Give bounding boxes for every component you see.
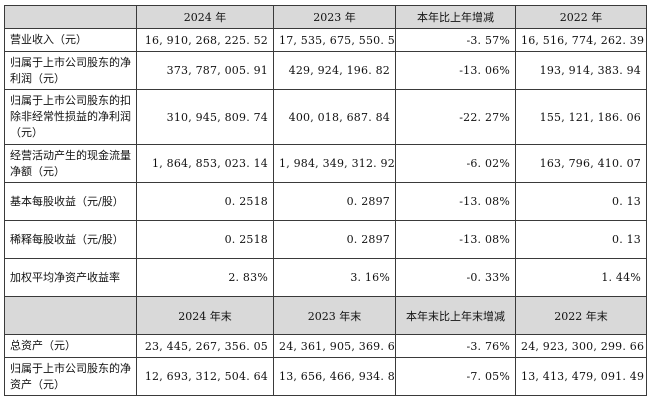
table-header-row: 2024 年末 2023 年末 本年末比上年末增减 2022 年末 [4, 296, 647, 335]
value-cell: 193, 914, 383. 94 [515, 51, 647, 90]
value-cell: 12, 693, 312, 504. 64 [136, 357, 274, 396]
header-cell-2023-end: 2023 年末 [273, 296, 396, 335]
header-cell-change-end: 本年末比上年末增减 [395, 296, 516, 335]
table-row: 归属于上市公司股东的净资产（元） 12, 693, 312, 504. 64 1… [4, 357, 647, 396]
value-cell: 17, 535, 675, 550. 51 [273, 28, 396, 52]
table-row: 归属于上市公司股东的净利润（元） 373, 787, 005. 91 429, … [4, 51, 647, 90]
value-cell: 163, 796, 410. 07 [515, 144, 647, 183]
change-cell: -6. 02% [395, 144, 516, 183]
header-cell-blank [4, 296, 137, 335]
row-label: 归属于上市公司股东的净资产（元） [4, 357, 137, 396]
header-cell-2024: 2024 年 [136, 5, 274, 29]
row-label: 基本每股收益（元/股） [4, 182, 137, 221]
value-cell: 310, 945, 809. 74 [136, 89, 274, 145]
row-label: 营业收入（元） [4, 28, 137, 52]
table-row: 经营活动产生的现金流量净额（元） 1, 864, 853, 023. 14 1,… [4, 144, 647, 183]
value-cell: 400, 018, 687. 84 [273, 89, 396, 145]
value-cell: 3. 16% [273, 258, 396, 297]
value-cell: 24, 361, 905, 369. 64 [273, 334, 396, 358]
financial-table-container: 2024 年 2023 年 本年比上年增减 2022 年 营业收入（元） 16,… [4, 5, 647, 396]
change-cell: -0. 33% [395, 258, 516, 297]
value-cell: 13, 413, 479, 091. 49 [515, 357, 647, 396]
row-label: 稀释每股收益（元/股） [4, 220, 137, 259]
table-row: 归属于上市公司股东的扣除非经常性损益的净利润（元） 310, 945, 809.… [4, 89, 647, 145]
change-cell: -3. 57% [395, 28, 516, 52]
header-cell-2022-end: 2022 年末 [515, 296, 647, 335]
header-cell-blank [4, 5, 137, 29]
row-label: 总资产（元） [4, 334, 137, 358]
row-label: 经营活动产生的现金流量净额（元） [4, 144, 137, 183]
value-cell: 0. 2518 [136, 220, 274, 259]
header-cell-2022: 2022 年 [515, 5, 647, 29]
financial-summary-table: 2024 年 2023 年 本年比上年增减 2022 年 营业收入（元） 16,… [4, 5, 647, 396]
table-row: 营业收入（元） 16, 910, 268, 225. 52 17, 535, 6… [4, 28, 647, 52]
value-cell: 1, 984, 349, 312. 92 [273, 144, 396, 183]
row-label: 归属于上市公司股东的净利润（元） [4, 51, 137, 90]
value-cell: 429, 924, 196. 82 [273, 51, 396, 90]
value-cell: 1, 864, 853, 023. 14 [136, 144, 274, 183]
value-cell: 0. 13 [515, 182, 647, 221]
value-cell: 2. 83% [136, 258, 274, 297]
change-cell: -3. 76% [395, 334, 516, 358]
value-cell: 1. 44% [515, 258, 647, 297]
change-cell: -7. 05% [395, 357, 516, 396]
value-cell: 155, 121, 186. 06 [515, 89, 647, 145]
row-label: 加权平均净资产收益率 [4, 258, 137, 297]
change-cell: -13. 06% [395, 51, 516, 90]
table-row: 总资产（元） 23, 445, 267, 356. 05 24, 361, 90… [4, 334, 647, 358]
value-cell: 16, 910, 268, 225. 52 [136, 28, 274, 52]
change-cell: -13. 08% [395, 182, 516, 221]
change-cell: -22. 27% [395, 89, 516, 145]
value-cell: 23, 445, 267, 356. 05 [136, 334, 274, 358]
value-cell: 16, 516, 774, 262. 39 [515, 28, 647, 52]
value-cell: 0. 2897 [273, 220, 396, 259]
value-cell: 0. 13 [515, 220, 647, 259]
table-header-row: 2024 年 2023 年 本年比上年增减 2022 年 [4, 5, 647, 29]
row-label: 归属于上市公司股东的扣除非经常性损益的净利润（元） [4, 89, 137, 145]
header-cell-2024-end: 2024 年末 [136, 296, 274, 335]
change-cell: -13. 08% [395, 220, 516, 259]
header-cell-change: 本年比上年增减 [395, 5, 516, 29]
table-row: 稀释每股收益（元/股） 0. 2518 0. 2897 -13. 08% 0. … [4, 220, 647, 259]
table-row: 加权平均净资产收益率 2. 83% 3. 16% -0. 33% 1. 44% [4, 258, 647, 297]
table-row: 基本每股收益（元/股） 0. 2518 0. 2897 -13. 08% 0. … [4, 182, 647, 221]
value-cell: 0. 2897 [273, 182, 396, 221]
value-cell: 24, 923, 300, 299. 66 [515, 334, 647, 358]
value-cell: 0. 2518 [136, 182, 274, 221]
value-cell: 373, 787, 005. 91 [136, 51, 274, 90]
value-cell: 13, 656, 466, 934. 80 [273, 357, 396, 396]
header-cell-2023: 2023 年 [273, 5, 396, 29]
